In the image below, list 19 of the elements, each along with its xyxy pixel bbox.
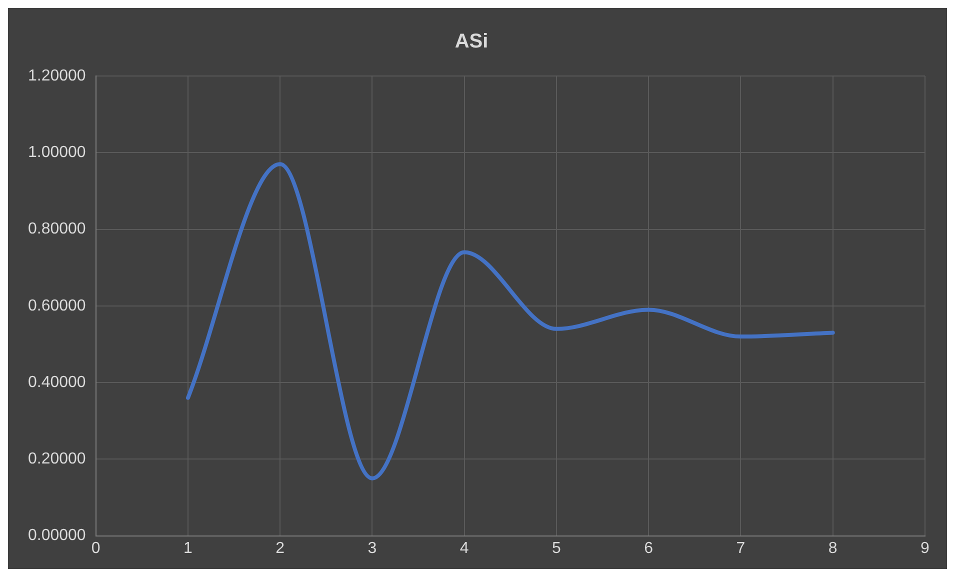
x-tick-label: 8 (828, 540, 838, 557)
x-tick-label: 9 (920, 540, 930, 557)
y-tick-label: 1.20000 (28, 67, 86, 84)
x-tick-label: 3 (368, 540, 377, 557)
chart-title: ASi (454, 30, 488, 53)
y-tick-label: 0.60000 (28, 297, 86, 314)
x-tick-label: 5 (552, 540, 562, 557)
y-tick-label: 0.80000 (28, 220, 86, 238)
x-tick-label: 7 (736, 540, 746, 557)
x-tick-label: 2 (276, 540, 285, 557)
y-tick-label: 0.20000 (28, 450, 86, 468)
x-tick-label: 6 (644, 540, 654, 557)
x-tick-label: 0 (91, 540, 100, 557)
y-tick-label: 0.40000 (28, 374, 86, 391)
y-tick-label: 1.00000 (28, 144, 86, 162)
y-tick-label: 0.00000 (28, 527, 86, 544)
x-tick-label: 1 (184, 540, 193, 557)
x-tick-label: 4 (460, 540, 469, 557)
line-series (186, 162, 835, 480)
